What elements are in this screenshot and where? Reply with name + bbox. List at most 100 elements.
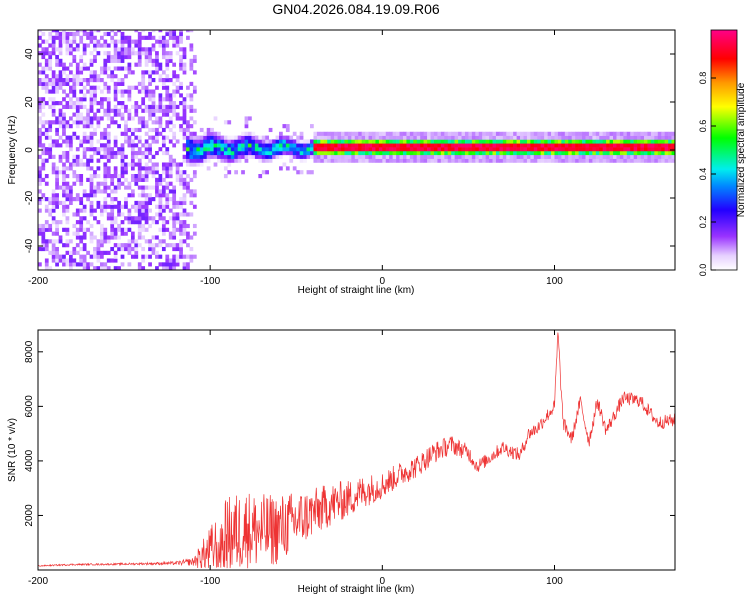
heatmap-cell bbox=[630, 139, 634, 144]
heatmap-cell bbox=[399, 154, 404, 159]
heatmap-cell bbox=[141, 174, 146, 179]
heatmap-cell bbox=[117, 204, 121, 209]
heatmap-cell bbox=[130, 231, 135, 236]
heatmap-cell bbox=[520, 154, 524, 159]
heatmap-cell bbox=[592, 139, 597, 144]
heatmap-cell bbox=[172, 62, 177, 67]
heatmap-cell bbox=[75, 47, 80, 52]
heatmap-cell bbox=[464, 147, 469, 152]
heatmap-cell bbox=[554, 154, 559, 159]
heatmap-cell bbox=[554, 147, 559, 152]
heatmap-cell bbox=[168, 35, 173, 40]
heatmap-cell bbox=[51, 220, 56, 225]
heatmap-cell bbox=[533, 143, 538, 148]
heatmap-cell bbox=[354, 139, 359, 144]
heatmap-cell bbox=[151, 235, 156, 240]
heatmap-cell bbox=[633, 135, 638, 140]
snr-frame bbox=[37, 329, 676, 571]
heatmap-cell bbox=[279, 166, 283, 171]
heatmap-cell bbox=[217, 139, 221, 144]
heatmap-cell bbox=[144, 93, 149, 98]
heatmap-cell bbox=[416, 135, 421, 140]
heatmap-cell bbox=[172, 131, 177, 136]
heatmap-cell bbox=[485, 147, 490, 152]
heatmap-cell bbox=[127, 85, 132, 90]
heatmap-cell bbox=[378, 131, 383, 136]
heatmap-cell bbox=[110, 212, 115, 217]
heatmap-cell bbox=[62, 116, 66, 121]
heatmap-cell bbox=[65, 181, 70, 186]
heatmap-cell bbox=[158, 39, 163, 44]
heatmap-cell bbox=[261, 143, 266, 148]
heatmap-cell bbox=[551, 135, 555, 140]
heatmap-cell bbox=[68, 258, 73, 263]
heatmap-cell bbox=[482, 135, 486, 140]
heatmap-cell bbox=[127, 143, 132, 148]
heatmap-cell bbox=[402, 131, 407, 136]
heatmap-cell bbox=[341, 158, 345, 163]
colorbar: 0.00.20.40.60.8 Normalized spectral ampl… bbox=[698, 29, 747, 276]
heatmap-cell bbox=[124, 124, 128, 129]
heatmap-cell bbox=[347, 147, 352, 152]
heatmap-cell bbox=[51, 258, 56, 263]
heatmap-cell bbox=[137, 43, 142, 48]
heatmap-cell bbox=[602, 143, 607, 148]
heatmap-cell bbox=[413, 158, 418, 163]
heatmap-cell bbox=[464, 154, 469, 159]
heatmap-cell bbox=[103, 166, 108, 171]
heatmap-cell bbox=[151, 78, 156, 83]
heatmap-cell bbox=[320, 150, 325, 156]
heatmap-cell bbox=[399, 135, 404, 140]
heatmap-cell bbox=[68, 104, 73, 110]
heatmap-cell bbox=[582, 150, 586, 156]
heatmap-cell bbox=[371, 139, 376, 144]
heatmap-cell bbox=[251, 131, 256, 136]
heatmap-cell bbox=[75, 158, 80, 163]
heatmap-cell bbox=[303, 154, 307, 159]
heatmap-cell bbox=[668, 143, 672, 148]
heatmap-cell bbox=[58, 135, 63, 140]
heatmap-cell bbox=[582, 158, 586, 163]
heatmap-cell bbox=[106, 131, 111, 136]
heatmap-cell bbox=[213, 139, 218, 144]
heatmap-cell bbox=[106, 58, 111, 63]
heatmap-cell bbox=[478, 154, 483, 159]
heatmap-cell bbox=[137, 31, 142, 37]
heatmap-cell bbox=[96, 254, 101, 259]
heatmap-cell bbox=[650, 135, 655, 140]
heatmap-cell bbox=[506, 147, 511, 152]
heatmap-cell bbox=[165, 166, 170, 171]
heatmap-cell bbox=[58, 258, 63, 263]
heatmap-cell bbox=[65, 243, 70, 248]
heatmap-cell bbox=[347, 154, 352, 159]
heatmap-cell bbox=[113, 112, 118, 117]
heatmap-cell bbox=[182, 170, 187, 175]
heatmap-cell bbox=[124, 35, 128, 40]
heatmap-cell bbox=[103, 31, 108, 37]
heatmap-cell bbox=[537, 135, 542, 140]
heatmap-cell bbox=[151, 174, 156, 179]
heatmap-cell bbox=[168, 170, 173, 175]
heatmap-cell bbox=[282, 162, 287, 167]
heatmap-cell bbox=[192, 162, 197, 167]
heatmap-cell bbox=[172, 74, 177, 79]
heatmap-cell bbox=[82, 135, 87, 140]
heatmap-cell bbox=[186, 231, 190, 236]
heatmap-cell bbox=[199, 127, 204, 133]
heatmap-cell bbox=[62, 97, 66, 102]
heatmap-cell bbox=[51, 85, 56, 90]
snr-x-tick-label: -200 bbox=[28, 576, 48, 587]
heatmap-cell bbox=[130, 162, 135, 167]
heatmap-cell bbox=[633, 158, 638, 163]
heatmap-cell bbox=[279, 147, 283, 152]
heatmap-cell bbox=[55, 78, 59, 83]
heatmap-cell bbox=[155, 220, 159, 225]
heatmap-cell bbox=[189, 189, 194, 194]
heatmap-cell bbox=[189, 143, 194, 148]
heatmap-cell bbox=[182, 101, 187, 106]
heatmap-cell bbox=[606, 154, 610, 159]
heatmap-cell bbox=[51, 154, 56, 159]
heatmap-cell bbox=[62, 154, 66, 159]
heatmap-cell bbox=[82, 85, 87, 90]
heatmap-cell bbox=[492, 139, 497, 144]
